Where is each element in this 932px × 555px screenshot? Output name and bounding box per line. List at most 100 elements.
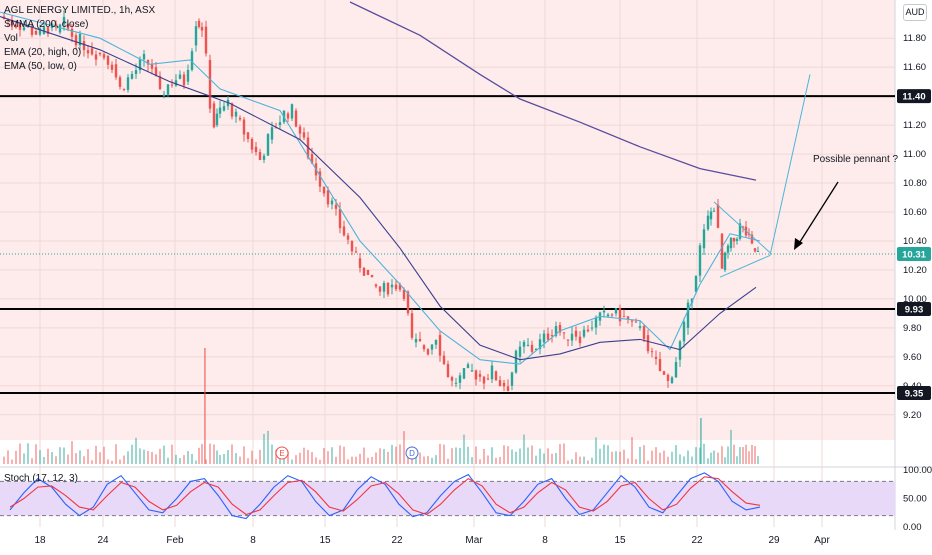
candle-body [378, 286, 382, 292]
candle-body [550, 335, 554, 337]
candle-body [518, 346, 522, 357]
volume-bar [75, 453, 77, 464]
price-label-box [897, 386, 931, 401]
volume-bar [643, 445, 645, 464]
volume-bar [175, 454, 177, 464]
candle-body [454, 382, 458, 384]
volume-bar [757, 456, 759, 464]
candle-body [494, 371, 498, 381]
volume-bar [717, 452, 719, 464]
volume-bar [495, 457, 497, 464]
candle-body [318, 171, 322, 187]
candle-body [446, 364, 450, 378]
currency-button[interactable]: AUD [903, 4, 927, 21]
volume-bar [35, 444, 37, 464]
candle-body [622, 316, 626, 318]
volume-bar [367, 457, 369, 464]
candle-body [90, 48, 94, 55]
volume-bar [687, 450, 689, 464]
candle-body [14, 25, 18, 28]
volume-bar [491, 447, 493, 464]
candle-body [200, 26, 204, 31]
volume-bar [243, 446, 245, 464]
candle-body [262, 155, 266, 160]
candle-body [618, 308, 622, 322]
candle-body [106, 55, 110, 65]
candle-body [726, 245, 730, 253]
volume-bar [147, 451, 149, 464]
candle-body [738, 223, 742, 239]
candle-body [546, 333, 550, 340]
volume-bar [303, 447, 305, 464]
candle-body [474, 370, 478, 380]
candle-body [586, 329, 590, 332]
volume-bar [675, 445, 677, 464]
price-tick-label: 9.60 [903, 352, 922, 363]
candle-body [712, 210, 716, 212]
volume-bar [159, 448, 161, 464]
volume-bar [543, 453, 545, 464]
volume-bar [247, 458, 249, 464]
x-tick-label: 8 [542, 535, 548, 546]
candle-body [366, 269, 370, 275]
candle-body [450, 377, 454, 381]
candle-body [502, 382, 506, 387]
candle-body [414, 338, 418, 343]
volume-bar [27, 443, 29, 464]
candle-body [370, 274, 374, 278]
candle-body [190, 51, 194, 70]
candle-body [78, 33, 82, 46]
candle-body [30, 26, 34, 35]
volume-bar [451, 448, 453, 464]
candle-body [18, 23, 22, 30]
candle-body [197, 20, 201, 27]
stoch-k-line [9, 472, 761, 520]
candle-body [670, 377, 674, 383]
price-tick-label: 10.00 [903, 294, 927, 305]
volume-bar [651, 450, 653, 464]
volume-bar [647, 460, 649, 464]
candle-body [146, 59, 150, 65]
volume-bar [323, 447, 325, 464]
candle-body [478, 374, 482, 377]
volume-bar [123, 455, 125, 464]
volume-bar [487, 455, 489, 464]
candle-body [218, 107, 222, 114]
volume-bar [471, 457, 473, 464]
volume-bar [391, 444, 393, 464]
candle-body [362, 267, 366, 276]
volume-bar [311, 452, 313, 464]
candle-body [570, 333, 574, 341]
candle-body [706, 215, 710, 230]
volume-bar [599, 448, 601, 464]
volume-bar [87, 449, 89, 464]
volume-bar [63, 447, 65, 464]
volume-bar [579, 456, 581, 464]
x-tick-label: 8 [250, 535, 256, 546]
volume-bar [7, 450, 9, 464]
candle-body [534, 348, 538, 350]
candle-body [174, 80, 178, 86]
candle-body [358, 258, 362, 268]
volume-bar [201, 443, 203, 464]
volume-bar [507, 446, 509, 464]
candle-body [582, 329, 586, 337]
stoch-tick-label: 0.00 [903, 522, 922, 533]
volume-bar [99, 452, 101, 464]
volume-bar [527, 447, 529, 464]
volume-bar [745, 444, 747, 464]
candle-body [470, 370, 474, 372]
event-marker-circle [405, 446, 419, 460]
candle-body [510, 372, 514, 386]
volume-bar [467, 446, 469, 464]
candle-body [442, 355, 446, 365]
volume-bar [431, 457, 433, 464]
price-tick-label: 11.60 [903, 62, 926, 73]
volume-bar [395, 446, 397, 464]
volume-bar [619, 451, 621, 464]
volume-bar [283, 458, 285, 464]
volume-bar [339, 445, 341, 464]
candle-body [46, 27, 50, 35]
candle-body [626, 316, 630, 320]
